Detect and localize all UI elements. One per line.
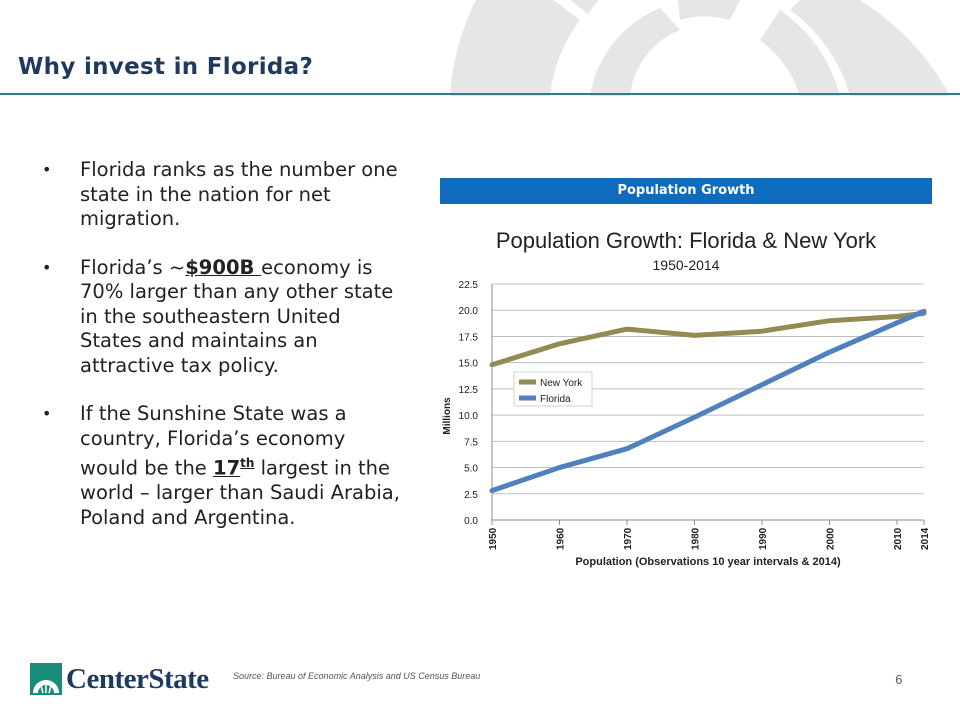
y-tick-label: 10.0 — [459, 411, 479, 422]
y-tick-label: 12.5 — [459, 385, 479, 396]
bullet-item: Florida’s ~$900B economy is 70% larger t… — [38, 256, 408, 379]
series-line — [489, 310, 927, 368]
x-axis: 1950 1960 1970 1980 1990 2000 2010 2014 — [488, 519, 931, 550]
legend-label: Florida — [540, 394, 571, 405]
x-tick-label: 1970 — [623, 527, 634, 550]
x-tick-label: 1980 — [691, 527, 702, 550]
bullet-text: If the Sunshine State was a country, Flo… — [80, 402, 347, 480]
population-chart: Population Growth: Florida & New York 19… — [442, 228, 931, 568]
y-tick-label: 2.5 — [464, 490, 478, 501]
x-axis-label: Population (Observations 10 year interva… — [575, 556, 841, 568]
bullet-superscript: th — [240, 456, 255, 470]
series-line — [489, 308, 927, 494]
arch-segment — [590, 8, 680, 96]
arch-segment — [677, 0, 740, 20]
y-axis-label: Millions — [442, 397, 453, 435]
bullet-highlight: 17 — [213, 456, 241, 480]
chart-header-bar: Population Growth — [440, 178, 932, 204]
bullet-text: economy is 70% larger than any other sta… — [80, 255, 394, 377]
x-tick-label: 1990 — [758, 527, 769, 550]
y-tick-label: 0.0 — [464, 516, 478, 527]
chart-title: Population Growth: Florida & New York — [496, 228, 877, 253]
y-tick-label: 5.0 — [464, 464, 478, 475]
bullet-item: If the Sunshine State was a country, Flo… — [38, 402, 408, 530]
legend-label: New York — [540, 378, 583, 389]
x-tick-label: 1960 — [556, 527, 567, 550]
y-tick-label: 7.5 — [464, 437, 478, 448]
bullet-list: Florida ranks as the number one state in… — [38, 158, 408, 554]
x-tick-label: 2014 — [920, 527, 931, 550]
bullet-text: Florida’s ~ — [80, 255, 186, 279]
arch-segment — [790, 0, 950, 96]
x-tick-label: 2010 — [893, 527, 904, 550]
title-divider — [0, 93, 960, 95]
y-tick-label: 22.5 — [459, 280, 479, 291]
chart-subtitle: 1950-2014 — [653, 257, 720, 273]
legend: New York Florida — [513, 371, 593, 407]
bullet-text: Florida ranks as the number one state in… — [80, 158, 398, 230]
arch-segment — [570, 0, 599, 14]
y-axis: 0.0 2.5 5.0 7.5 10.0 12.5 15.0 17.5 20.0 22.5 — [459, 280, 493, 527]
page-title: Why invest in Florida? — [18, 54, 314, 80]
y-tick-label: 17.5 — [459, 332, 479, 343]
bullet-highlight: $900B — [185, 255, 262, 279]
arch-segment — [760, 10, 840, 96]
y-tick-label: 20.0 — [459, 306, 479, 317]
source-note: Source: Bureau of Economic Analysis and … — [233, 671, 481, 681]
x-tick-label: 1950 — [488, 527, 499, 550]
decorative-arch — [450, 0, 950, 96]
y-tick-label: 15.0 — [459, 359, 479, 370]
series-lines — [489, 308, 927, 494]
logo-mark-icon — [30, 663, 62, 695]
arch-segment — [450, 0, 580, 96]
company-logo: CenterState — [30, 662, 230, 696]
bullet-item: Florida ranks as the number one state in… — [38, 158, 408, 232]
page-number: 6 — [895, 673, 903, 687]
bullet-text: largest in the world – larger than Saudi… — [80, 456, 400, 529]
logo-text: CenterState — [66, 663, 209, 695]
x-tick-label: 2000 — [826, 527, 837, 550]
